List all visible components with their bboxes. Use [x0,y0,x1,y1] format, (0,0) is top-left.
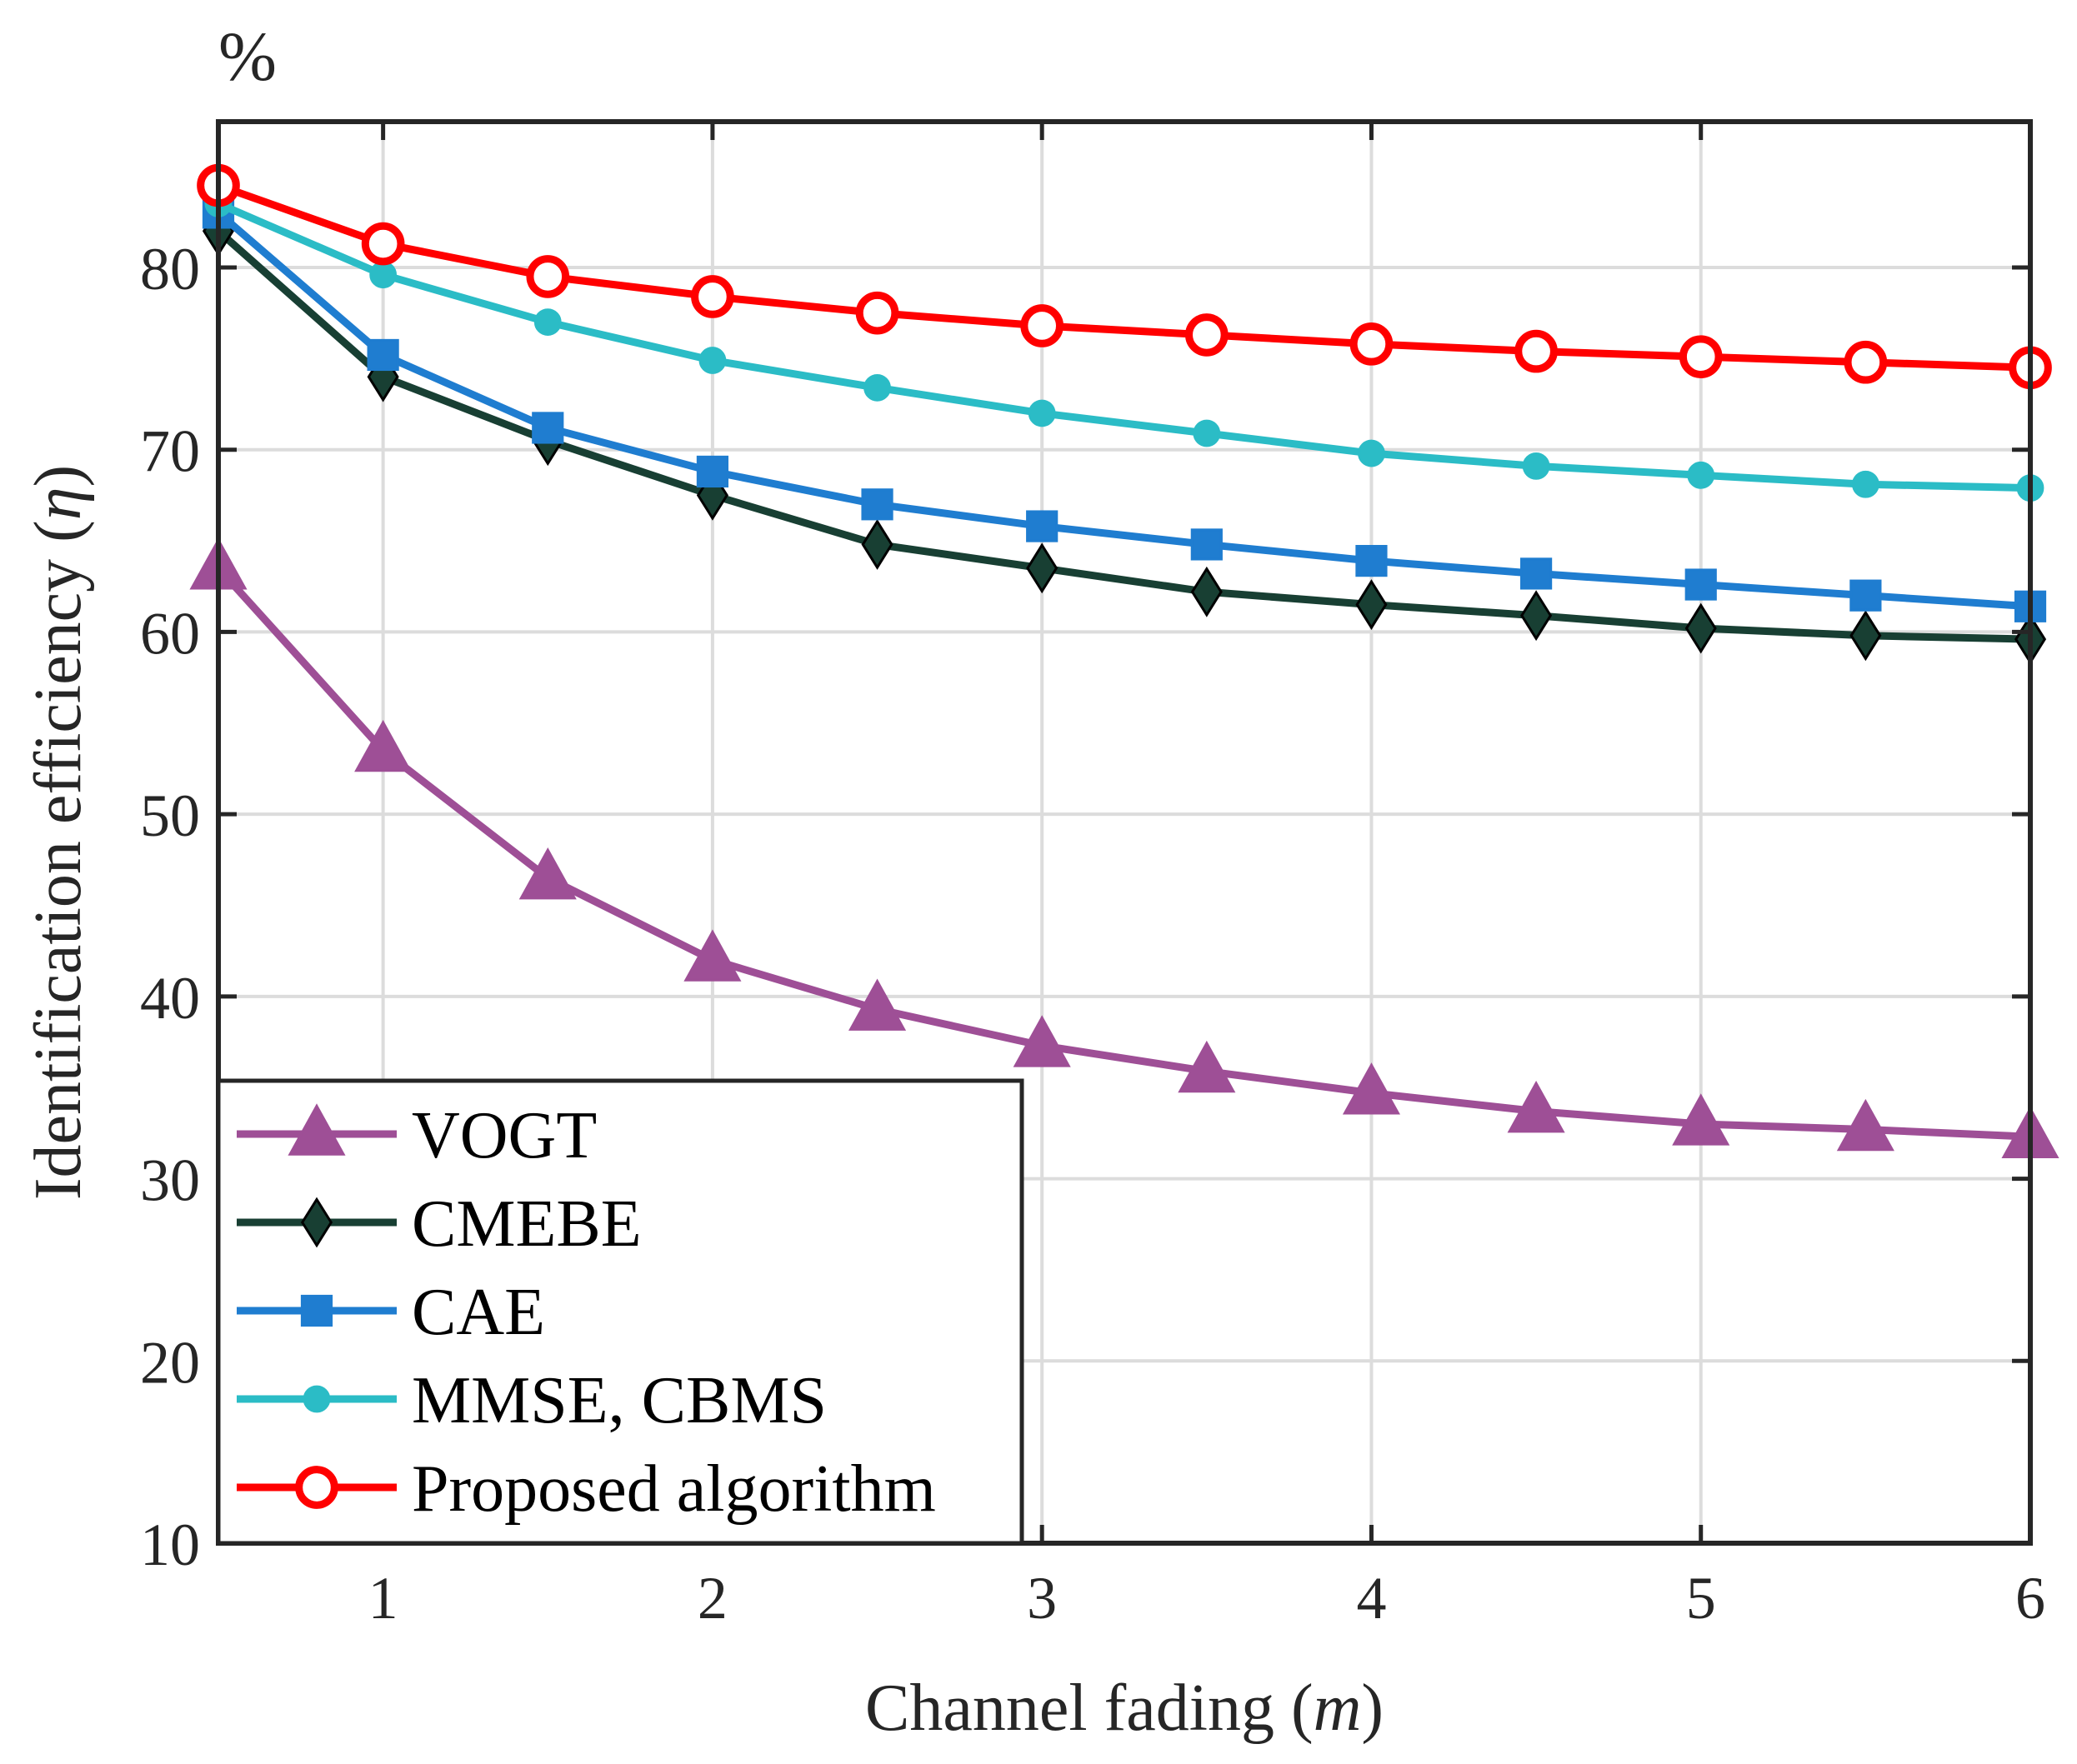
data-point-vogt [518,847,577,900]
series-proposed-algorithm [197,163,2052,390]
series-line-cae [216,209,2031,611]
legend-label-cmebe: CMEBE [412,1187,642,1261]
legend-entry-vogt: VOGT [237,1099,597,1172]
x-axis-label-var: m [1314,1672,1362,1745]
legend-entry-cae: CAE [237,1276,545,1349]
legend: VOGT CMEBE CAE MMSE, CBMS Proposed algorithm [216,1078,1024,1546]
data-point-mmse-cbms [1687,461,1715,489]
data-point-mmse-cbms [1522,452,1550,480]
data-point-proposed-algorithm [1679,335,1723,378]
series-line-proposed-algorithm [217,182,2031,372]
data-point-proposed-algorithm [1020,304,1064,347]
x-axis-label-suffix: ) [1361,1672,1384,1745]
data-point-cae [696,455,729,488]
y-tick-label: 50 [140,782,200,849]
legend-entry-mmse-cbms: MMSE, CBMS [237,1364,827,1437]
y-axis-label-suffix: ) [22,465,95,487]
legend-label-mmse-cbms: MMSE, CBMS [412,1364,827,1437]
data-point-cae [1684,568,1717,601]
data-point-vogt [683,929,742,982]
data-point-cmebe [1684,602,1717,654]
series-line-mmse-cbms [217,200,2031,492]
data-point-vogt [1013,1015,1071,1067]
data-point-proposed-algorithm [1844,340,1888,384]
data-point-cae [1355,545,1388,577]
data-point-cae [1849,579,1882,612]
legend-label-proposed-algorithm: Proposed algorithm [412,1452,936,1526]
y-tick-label: 80 [140,236,200,302]
data-point-mmse-cbms [1851,470,1879,498]
data-point-cae [367,338,399,372]
x-tick-label: 4 [1356,1565,1386,1632]
data-point-vogt [1342,1062,1400,1115]
y-tick-label: 60 [140,600,200,667]
data-point-cae [1519,557,1553,590]
x-tick-label: 3 [1027,1565,1057,1632]
x-tick-label: 6 [2015,1565,2045,1632]
data-point-proposed-algorithm [691,275,734,318]
legend-label-vogt: VOGT [412,1099,597,1172]
series-vogt [189,537,2059,1158]
data-point-cmebe [861,518,893,570]
data-point-vogt [1178,1040,1236,1093]
x-axis-label: Channel fading (m) [865,1672,1384,1745]
plot-frame [216,119,2033,1546]
y-tick-label: 40 [140,965,200,1032]
data-point-vogt [848,978,907,1031]
y-tick-label: 70 [140,418,200,485]
data-point-proposed-algorithm [1514,329,1558,373]
y-unit-label: % [218,18,277,96]
legend-marker-mmse-cbms [303,1385,331,1413]
legend-marker-cmebe [300,1197,333,1248]
data-point-cae [532,412,564,444]
legend-entry-cmebe: CMEBE [237,1187,642,1261]
series-line-cmebe [216,227,2031,643]
data-point-mmse-cbms [1193,419,1221,447]
legend-label-cae: CAE [412,1276,545,1349]
data-point-mmse-cbms [369,261,398,289]
data-point-vogt [1672,1093,1730,1146]
x-tick-label: 2 [698,1565,728,1632]
data-point-cae [1026,510,1059,542]
y-tick-label: 10 [140,1512,200,1578]
data-point-cmebe [1026,542,1059,594]
legend-marker-proposed-algorithm [295,1466,338,1509]
data-point-cmebe [1520,590,1553,642]
y-axis-label: Identification efficiency (η) [22,465,95,1200]
data-point-mmse-cbms [863,373,891,402]
data-point-vogt [1836,1098,1894,1152]
y-axis-label-prefix: Identification efficiency ( [22,520,95,1200]
data-point-vogt [1507,1080,1565,1133]
data-point-mmse-cbms [533,308,562,336]
data-point-vogt [354,719,413,772]
x-tick-label: 5 [1686,1565,1716,1632]
data-point-mmse-cbms [698,347,727,374]
ticks: 1 2 3 4 5 6 10 20 30 40 50 60 70 80 [140,122,2045,1632]
data-point-proposed-algorithm [1349,322,1394,366]
y-axis-label-var: η [22,487,95,521]
legend-marker-cae [300,1294,333,1327]
x-axis-label-prefix: Channel fading ( [865,1672,1314,1745]
data-point-proposed-algorithm [855,291,899,335]
data-point-cae [861,488,893,521]
data-point-cmebe [1190,566,1223,617]
data-point-cmebe [1355,579,1388,631]
data-point-mmse-cbms [1358,439,1385,467]
y-tick-label: 30 [140,1147,200,1214]
data-point-proposed-algorithm [526,255,570,298]
data-point-mmse-cbms [1028,399,1056,427]
data-point-proposed-algorithm [361,222,405,266]
legend-entry-proposed-algorithm: Proposed algorithm [237,1452,936,1526]
series-line-vogt [215,565,2031,1141]
y-tick-label: 20 [140,1329,200,1396]
data-point-cae [1190,528,1223,561]
data-point-proposed-algorithm [1184,313,1229,357]
legend-marker-vogt [288,1103,346,1156]
data-point-cmebe [1849,610,1882,662]
x-tick-label: 1 [368,1565,398,1632]
